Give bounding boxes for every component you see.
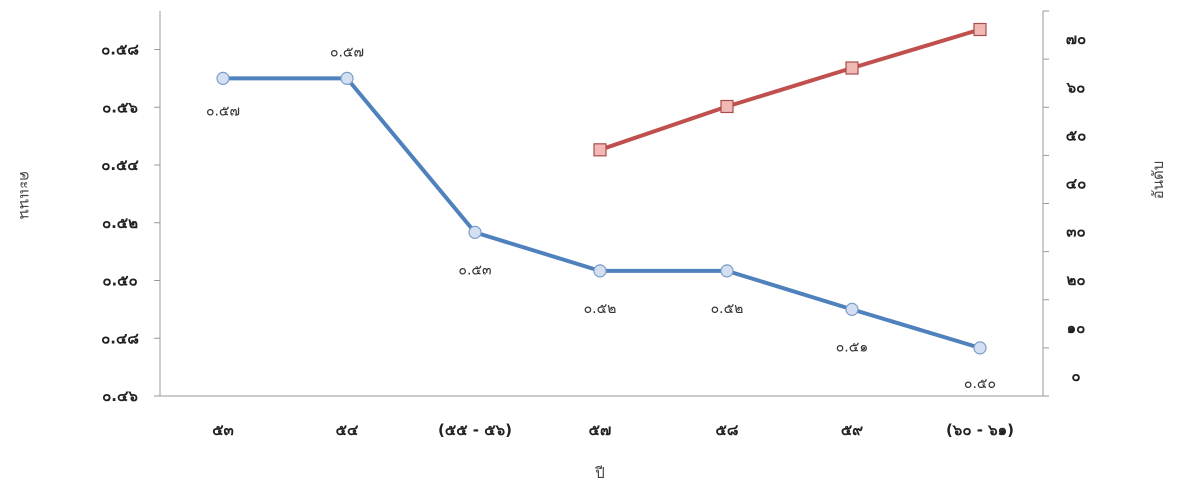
x-tick-label: ๕๘ xyxy=(716,421,739,439)
series-0-point xyxy=(593,264,607,278)
left-tick-label: ๐.๕๘ xyxy=(101,41,139,59)
right-tick-label: ๕๐ xyxy=(1066,126,1087,144)
right-tick-label: ๖๐ xyxy=(1066,78,1086,96)
left-tick-label: ๐.๕๒ xyxy=(102,214,138,232)
series-1-point xyxy=(973,22,987,37)
data-label: ๐.๕๑ xyxy=(836,339,868,355)
series-0-point xyxy=(973,341,987,355)
data-label: ๐.๕๗ xyxy=(206,103,240,119)
data-label: ๐.๕๒ xyxy=(584,301,617,317)
x-tick-label: (๖๐ - ๖๑) xyxy=(946,421,1014,439)
x-tick-label: ๕๗ xyxy=(589,421,612,439)
axes: ๐.๔๖๐.๔๘๐.๕๐๐.๕๒๐.๕๔๐.๕๖๐.๕๘๐๑๐๒๐๓๐๔๐๕๐๖… xyxy=(101,10,1087,439)
series-0-point xyxy=(845,302,859,316)
data-labels: ๐.๕๗๐.๕๗๐.๕๓๐.๕๒ ๐.๕๒๐.๕๑๐.๕๐ xyxy=(206,44,996,392)
x-axis-title: ปี xyxy=(594,464,604,482)
left-tick-label: ๐.๕๖ xyxy=(102,98,138,116)
right-tick-label: ๒๐ xyxy=(1066,271,1085,289)
right-axis-title: อันดับ xyxy=(1149,161,1167,200)
right-tick-label: ๓๐ xyxy=(1066,223,1085,241)
x-tick-label: ๕๔ xyxy=(336,421,359,439)
data-label: ๐.๕๒ xyxy=(711,301,744,317)
series-1-line xyxy=(599,27,981,152)
series-1-point xyxy=(845,61,859,75)
x-tick-label: ๕๓ xyxy=(212,421,234,439)
right-tick-label: ๔๐ xyxy=(1066,175,1087,193)
series-0-point xyxy=(340,71,354,85)
left-axis-title: คะแนน xyxy=(16,171,34,219)
series-0-point xyxy=(720,264,734,278)
series-1-point xyxy=(720,99,734,114)
left-tick-label: ๐.๔๖ xyxy=(102,387,138,405)
data-label: ๐.๕๓ xyxy=(458,262,491,278)
series-0-point xyxy=(216,71,230,85)
left-tick-label: ๐.๔๘ xyxy=(101,329,139,347)
series-0-point xyxy=(468,225,482,239)
right-tick-label: ๑๐ xyxy=(1067,319,1086,337)
right-tick-label: ๗๐ xyxy=(1066,30,1086,48)
x-tick-label: (๕๕ - ๕๖) xyxy=(438,421,512,439)
series-1-point xyxy=(593,143,607,157)
x-tick-label: ๕๙ xyxy=(841,421,863,439)
series-markers xyxy=(216,22,987,355)
right-tick-label: ๐ xyxy=(1071,367,1080,385)
left-tick-label: ๐.๕๔ xyxy=(101,156,139,174)
left-tick-label: ๐.๕๐ xyxy=(102,272,137,290)
data-label: ๐.๕๗ xyxy=(330,44,364,60)
data-label: ๐.๕๐ xyxy=(964,376,996,392)
